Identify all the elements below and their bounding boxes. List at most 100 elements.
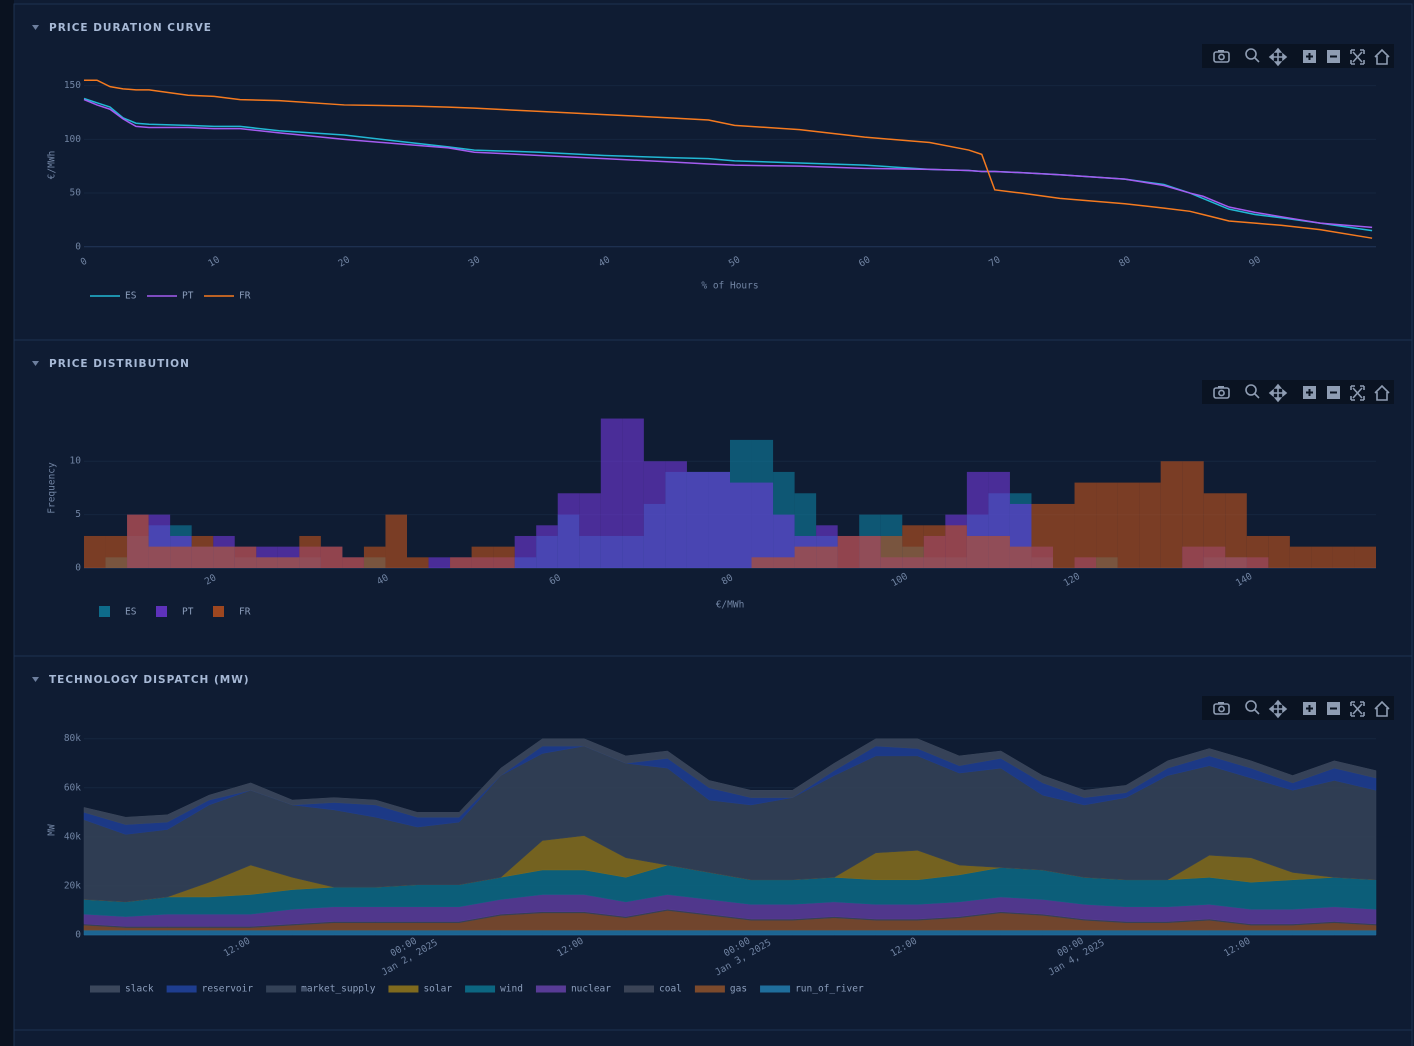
legend-swatch[interactable]: [156, 606, 167, 617]
x-tick-label: 80: [1117, 254, 1133, 269]
legend-label[interactable]: market_supply: [301, 984, 376, 995]
legend-label[interactable]: solar: [423, 984, 452, 995]
y-tick-label: 150: [64, 80, 81, 91]
histogram-bar: [1139, 482, 1161, 568]
histogram-bar: [665, 461, 687, 568]
x-tick-label: 20: [203, 572, 219, 587]
legend-swatch[interactable]: [213, 606, 224, 617]
panel: [13, 1029, 1413, 1046]
x-axis-title: €/MWh: [716, 600, 745, 611]
panel-title: PRICE DISTRIBUTION: [49, 358, 190, 370]
histogram-bar: [902, 525, 924, 568]
y-tick-label: 50: [70, 188, 82, 199]
collapse-toggle[interactable]: [32, 25, 39, 30]
panel-title: PRICE DURATION CURVE: [49, 22, 212, 34]
y-axis-title: MW: [47, 824, 58, 836]
histogram-bar: [450, 557, 472, 568]
histogram-bar: [277, 557, 300, 568]
modebar[interactable]: [1201, 43, 1395, 69]
y-tick-label: 60k: [64, 782, 81, 793]
histogram-bar: [407, 557, 429, 568]
y-tick-label: 0: [75, 563, 81, 574]
legend-swatch[interactable]: [465, 985, 496, 993]
histogram-bar: [342, 557, 364, 568]
histogram-bar: [579, 493, 601, 568]
collapse-toggle[interactable]: [32, 677, 39, 682]
legend-swatch[interactable]: [266, 985, 297, 993]
y-tick-label: 20k: [64, 880, 81, 891]
histogram-bar: [686, 471, 709, 568]
x-tick-label: 10: [206, 254, 222, 269]
histogram-bar: [643, 461, 666, 568]
legend-label[interactable]: FR: [239, 607, 251, 618]
x-tick-label: 30: [467, 254, 483, 269]
legend-label[interactable]: nuclear: [571, 984, 611, 995]
y-tick-label: 80k: [64, 733, 81, 744]
histogram-bar: [880, 535, 903, 568]
legend-label[interactable]: slack: [125, 984, 154, 995]
histogram-bar: [1031, 503, 1053, 568]
histogram-bar: [1354, 546, 1376, 568]
histogram-bar: [385, 514, 407, 568]
legend-swatch[interactable]: [760, 985, 791, 993]
legend-label[interactable]: run_of_river: [795, 984, 864, 995]
collapse-toggle[interactable]: [32, 361, 39, 366]
legend-label[interactable]: wind: [500, 984, 523, 995]
legend-label[interactable]: ES: [125, 607, 137, 618]
side-strip: [0, 0, 14, 1046]
legend-swatch[interactable]: [694, 985, 725, 993]
x-tick-label: 70: [987, 254, 1003, 269]
y-tick-label: 40k: [64, 831, 81, 842]
histogram-bar: [1246, 535, 1269, 568]
histogram-bar: [191, 535, 214, 568]
x-axis-title: % of Hours: [701, 281, 758, 292]
panel-title: TECHNOLOGY DISPATCH (MW): [49, 674, 250, 686]
histogram-bar: [730, 482, 752, 568]
price-line: [84, 79, 1373, 239]
legend-label[interactable]: PT: [182, 607, 194, 618]
histogram-bar: [536, 525, 558, 568]
histogram-bar: [1009, 546, 1032, 568]
histogram-bar: [622, 418, 644, 568]
histogram-bar: [213, 546, 235, 568]
price-line: [83, 98, 1373, 229]
histogram-bar: [794, 546, 817, 568]
x-tick-label: 80: [720, 572, 736, 587]
legend-swatch[interactable]: [388, 985, 419, 993]
x-tick-label: 60: [857, 254, 873, 269]
histogram-bar: [1182, 461, 1204, 568]
legend-label[interactable]: PT: [182, 291, 194, 302]
legend-label[interactable]: ES: [125, 291, 137, 302]
legend-swatch[interactable]: [90, 985, 120, 993]
histogram-bar: [1289, 546, 1312, 568]
legend-swatch[interactable]: [166, 985, 197, 993]
legend-swatch[interactable]: [99, 606, 110, 617]
histogram-bar: [299, 535, 321, 568]
histogram-bar: [1074, 482, 1097, 568]
histogram-bar: [966, 535, 989, 568]
legend-label[interactable]: coal: [659, 984, 682, 995]
histogram-bar: [170, 546, 192, 568]
histogram-bar: [127, 514, 149, 568]
y-tick-label: 0: [75, 930, 81, 941]
y-tick-label: 100: [64, 134, 81, 145]
histogram-bar: [428, 557, 451, 568]
histogram-bar: [84, 535, 106, 568]
y-tick-label: 0: [75, 241, 81, 252]
histogram-bar: [1311, 546, 1333, 568]
histogram-bar: [1117, 482, 1140, 568]
legend-swatch[interactable]: [624, 985, 654, 993]
modebar[interactable]: [1201, 695, 1395, 721]
x-tick-label: 40: [597, 254, 613, 269]
stacked-area: [83, 929, 1377, 936]
legend-label[interactable]: FR: [239, 291, 251, 302]
legend-swatch[interactable]: [535, 985, 566, 993]
modebar[interactable]: [1201, 379, 1395, 405]
histogram-bar: [945, 525, 967, 568]
y-axis-title: €/MWh: [47, 151, 58, 180]
x-tick-label: 60: [547, 572, 563, 587]
legend-label[interactable]: reservoir: [202, 984, 254, 995]
legend-label[interactable]: gas: [730, 984, 747, 995]
histogram-bar: [363, 546, 386, 568]
